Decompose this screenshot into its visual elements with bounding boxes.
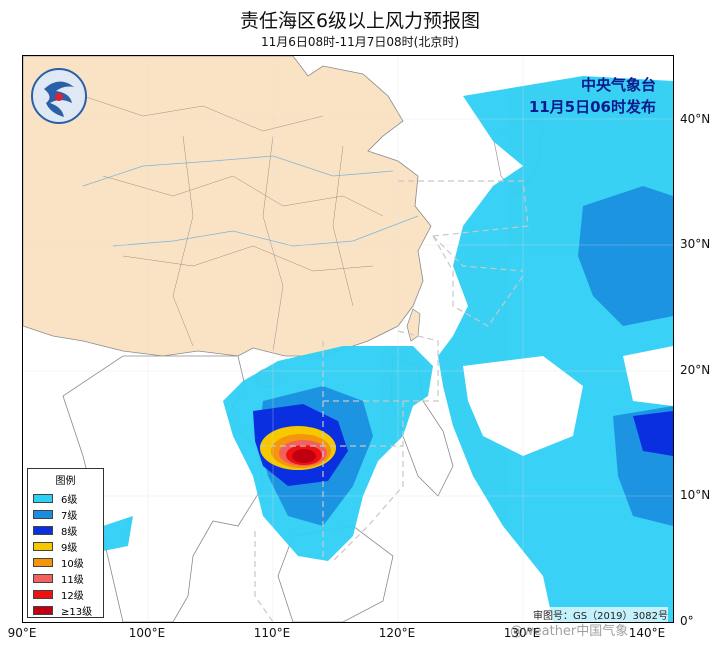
watermark: @weather中国气象 (510, 624, 629, 639)
legend-swatch (33, 525, 53, 535)
legend-label: 10级 (61, 558, 84, 570)
lon-label-140: 140°E (628, 626, 666, 640)
issuer-name: 中央气象台 (580, 76, 656, 94)
legend-item: 8级 (28, 522, 103, 538)
legend-swatch (33, 541, 53, 551)
legend-item: 9级 (28, 538, 103, 554)
legend-swatch (33, 573, 53, 583)
approval-number: 审图号：GS（2019）3082号 (533, 607, 668, 622)
china-land (23, 56, 432, 357)
lat-label-10: 10°N (680, 488, 711, 502)
legend-label: 8级 (61, 526, 78, 538)
sea-area-boundaries (254, 180, 529, 622)
legend-swatch (33, 557, 53, 567)
lon-label-130: 130°E (503, 626, 541, 640)
legend-label: 9级 (61, 542, 78, 554)
legend: 图例 6级 7级 8级 9级 10级 11级 12级 ≥13级 (27, 468, 104, 618)
legend-item: 10级 (28, 554, 103, 570)
taiwan-island (406, 308, 421, 342)
graticule (23, 56, 673, 622)
issuer-time: 11月5日06时发布 (528, 98, 656, 116)
cma-logo (31, 68, 87, 124)
legend-label: 6级 (61, 494, 78, 506)
map-canvas (23, 56, 673, 622)
lon-label-100: 100°E (128, 626, 166, 640)
lat-label-0: 0° (680, 614, 694, 628)
legend-item: 7级 (28, 506, 103, 522)
legend-label: ≥13级 (61, 606, 93, 618)
map-title: 责任海区6级以上风力预报图 (239, 10, 481, 32)
map-area[interactable] (22, 55, 674, 623)
legend-label: 12级 (61, 590, 84, 602)
map-subtitle: 11月6日08时-11月7日08时(北京时) (260, 35, 460, 49)
legend-label: 11级 (61, 574, 84, 586)
lon-label-110: 110°E (253, 626, 291, 640)
issuer-block: 中央气象台 11月5日06时发布 (529, 74, 656, 118)
wind-field-level-13 (292, 449, 316, 463)
legend-label: 7级 (61, 510, 78, 522)
legend-swatch (33, 493, 53, 503)
legend-item: 11级 (28, 570, 103, 586)
legend-item: ≥13级 (28, 602, 103, 618)
legend-item: 12级 (28, 586, 103, 602)
lon-label-120: 120°E (378, 626, 416, 640)
rivers (82, 155, 419, 247)
legend-title: 图例 (55, 476, 76, 487)
lat-label-40: 40°N (680, 112, 711, 126)
legend-item: 6级 (28, 490, 103, 506)
legend-swatch (33, 605, 53, 615)
lon-label-90: 90°E (7, 626, 37, 640)
lat-label-20: 20°N (680, 363, 711, 377)
lat-label-30: 30°N (680, 237, 711, 251)
legend-swatch (33, 589, 53, 599)
province-borders (82, 95, 384, 352)
legend-swatch (33, 509, 53, 519)
